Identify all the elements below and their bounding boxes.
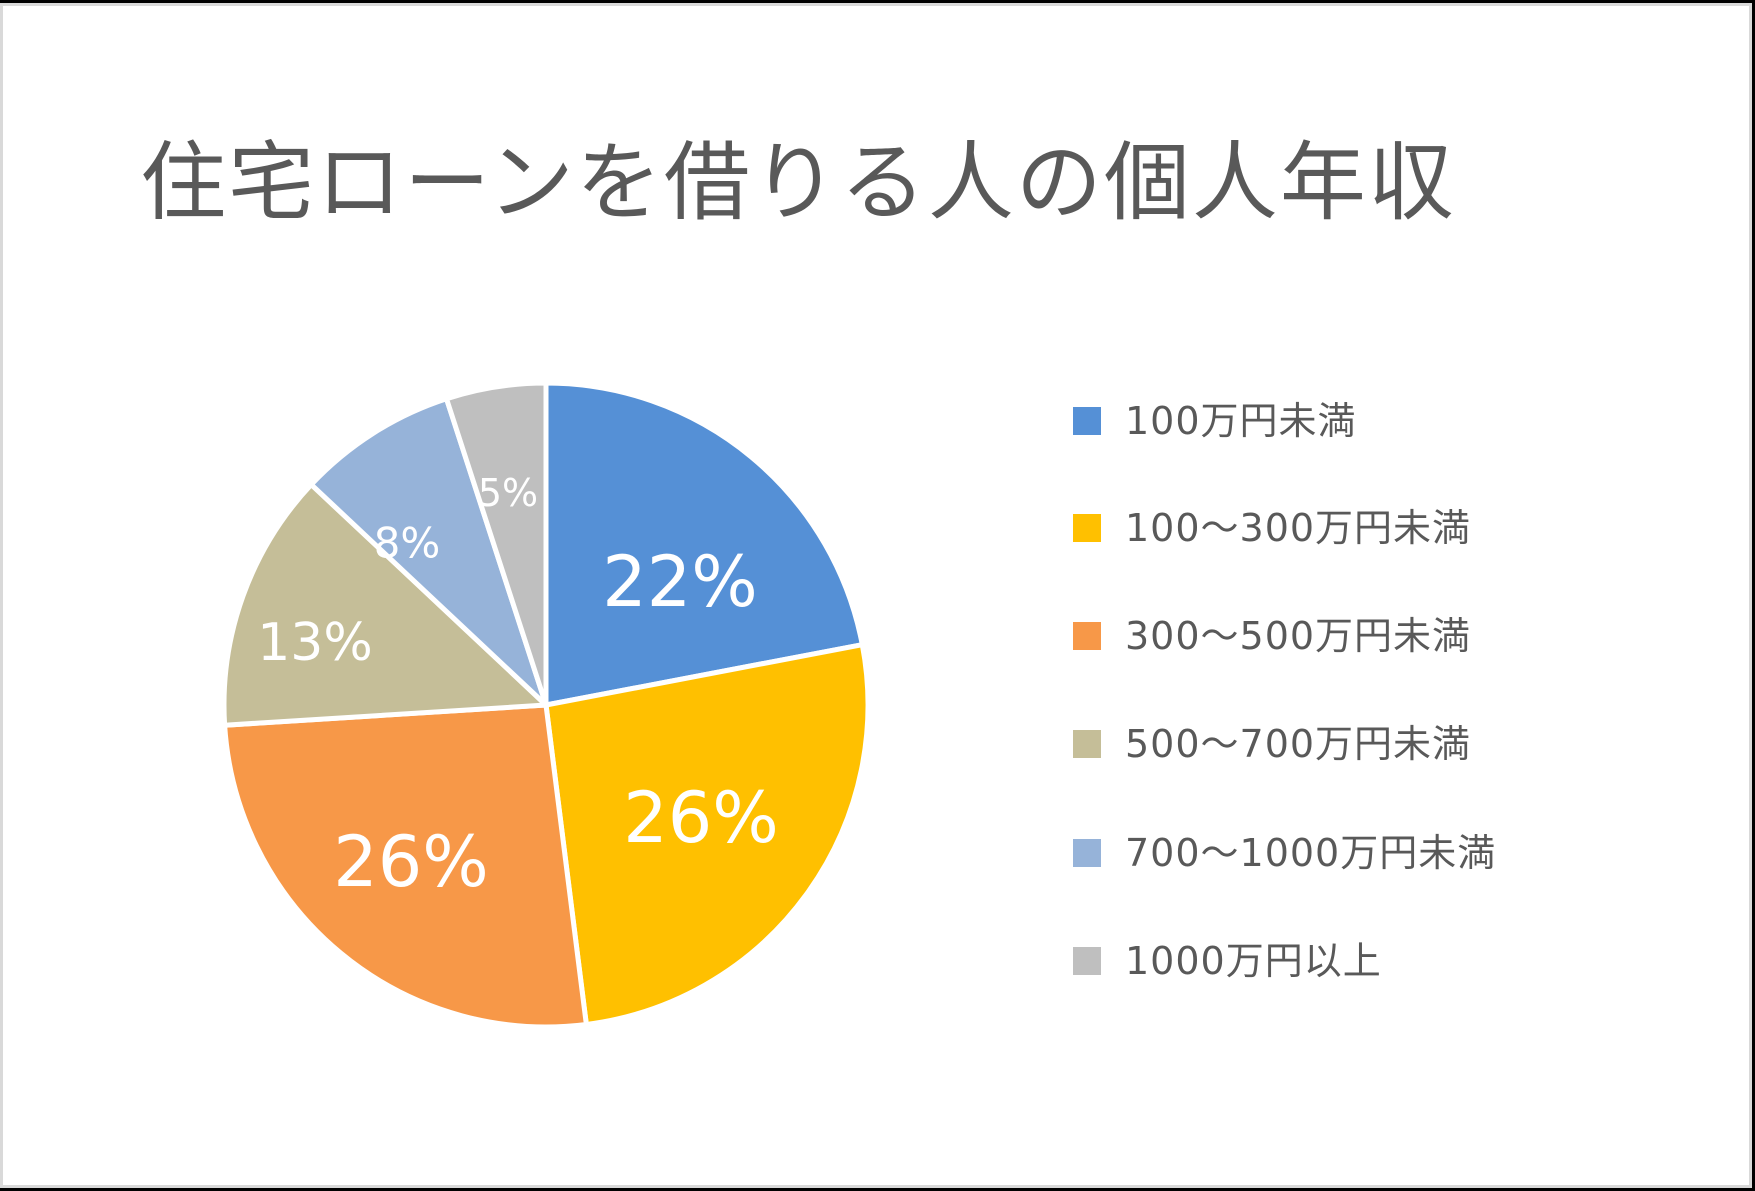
data-label-0: 22% [602, 541, 758, 623]
data-label-5: 5% [477, 471, 539, 515]
legend-label: 1000万円以上 [1125, 939, 1382, 983]
legend-label: 100～300万円未満 [1125, 506, 1472, 550]
legend-label: 500～700万円未満 [1125, 722, 1472, 766]
legend-label: 700～1000万円未満 [1125, 831, 1497, 875]
legend-swatch-icon [1073, 730, 1101, 758]
chart-title: 住宅ローンを借りる人の個人年収 [140, 133, 1456, 233]
data-label-2: 26% [333, 821, 489, 903]
legend-swatch-icon [1073, 407, 1101, 435]
legend-swatch-icon [1073, 622, 1101, 650]
data-label-1: 26% [623, 777, 779, 859]
pie-slice-5[interactable] [443, 380, 549, 708]
legend-label: 300～500万円未満 [1125, 614, 1472, 658]
legend-swatch-icon [1073, 947, 1101, 975]
data-label-3: 13% [257, 613, 373, 673]
pie-slice-0[interactable] [543, 380, 865, 708]
pie-slice-4[interactable] [308, 396, 549, 708]
legend-swatch-icon [1073, 514, 1101, 542]
pie-slice-3[interactable] [221, 482, 549, 728]
pie-slice-1[interactable] [543, 642, 871, 1027]
data-label-4: 8% [373, 518, 441, 568]
pie-slice-2[interactable] [222, 702, 589, 1030]
legend-label: 100万円未満 [1125, 399, 1357, 443]
legend-swatch-icon [1073, 839, 1101, 867]
